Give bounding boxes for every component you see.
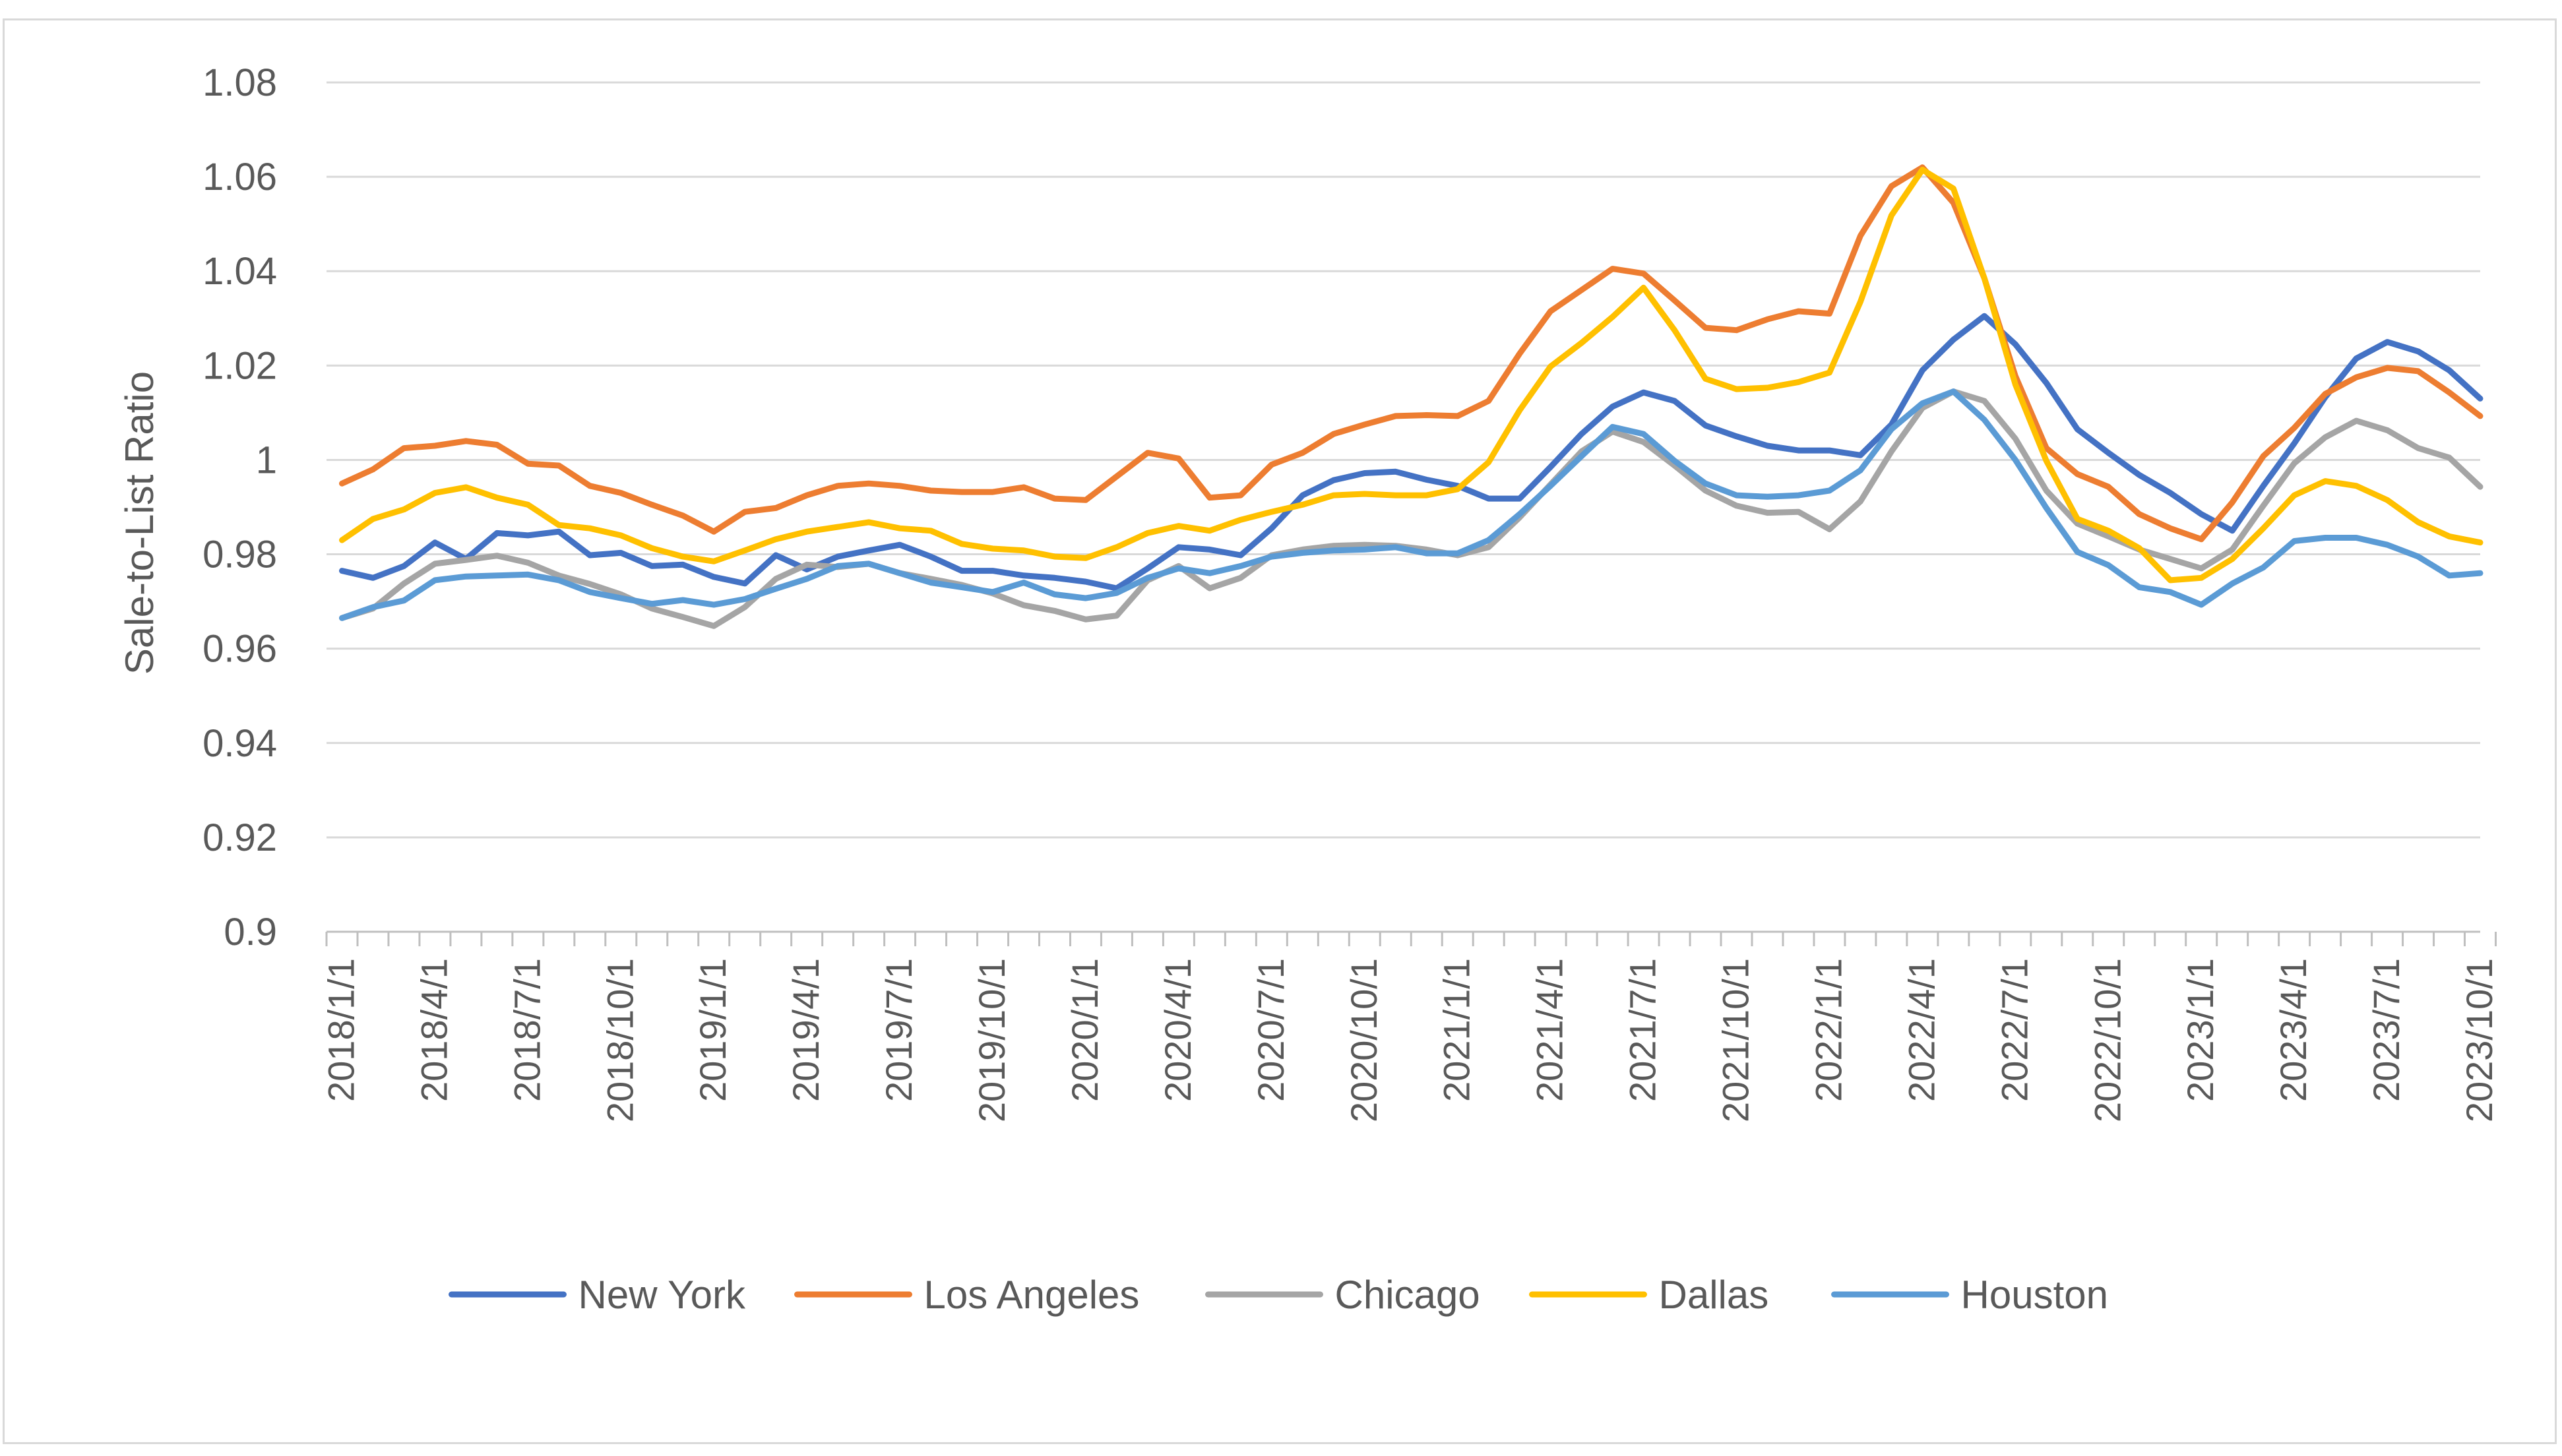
x-tick-labels: 2018/1/1 2018/4/1 2018/7/1 2018/10/1 2019/1/… (320, 958, 2500, 1122)
x-tick-label: 2022/1/1 (1807, 958, 1849, 1102)
x-tick-label: 2023/7/1 (2365, 958, 2407, 1102)
x-tick-label: 2021/1/1 (1436, 958, 1478, 1102)
x-tick-label: 2019/7/1 (878, 958, 920, 1102)
series-line-los-angeles (339, 164, 2484, 543)
y-tick-labels: 0.9 0.92 0.94 0.96 0.98 1 1.02 1.04 1.06 1.08 (203, 61, 277, 954)
x-tick-label: 2020/4/1 (1157, 958, 1199, 1102)
x-tick-label: 2021/4/1 (1529, 958, 1571, 1102)
y-tick-label: 1 (256, 439, 277, 481)
y-tick-label: 0.94 (203, 722, 277, 765)
x-tick-label: 2020/7/1 (1250, 958, 1292, 1102)
y-tick-label: 0.98 (203, 533, 277, 576)
x-tick-label: 2019/10/1 (971, 958, 1013, 1122)
y-tick-label: 1.04 (203, 250, 277, 293)
series-line-new-york (339, 313, 2484, 592)
x-tick-label: 2020/1/1 (1064, 958, 1106, 1102)
legend-label-houston: Houston (1961, 1273, 2108, 1317)
x-tick-label: 2018/7/1 (506, 958, 547, 1102)
x-tick-label: 2022/7/1 (1993, 958, 2035, 1102)
x-tick-label: 2023/1/1 (2179, 958, 2221, 1102)
legend: New York Los Angeles Chicago Dallas Houston (449, 1273, 2108, 1317)
y-axis-title: Sale-to-List Ratio (117, 371, 162, 675)
y-tick-label: 0.9 (224, 911, 277, 954)
series-line-houston (339, 388, 2484, 621)
axes (325, 930, 2497, 946)
series-line-dallas (339, 166, 2484, 584)
gridlines (327, 81, 2480, 839)
x-tick-label: 2018/10/1 (599, 958, 640, 1122)
x-tick-label: 2018/1/1 (320, 958, 361, 1102)
x-tick-label: 2023/10/1 (2458, 958, 2500, 1122)
y-tick-label: 1.02 (203, 344, 277, 387)
x-tick-label: 2018/4/1 (413, 958, 454, 1102)
y-tick-label: 0.92 (203, 816, 277, 859)
x-tick-label: 2021/7/1 (1622, 958, 1664, 1102)
legend-label-los-angeles: Los Angeles (924, 1273, 1140, 1317)
y-tick-label: 0.96 (203, 628, 277, 671)
legend-label-new-york: New York (578, 1273, 746, 1317)
y-tick-label: 1.06 (203, 156, 277, 198)
x-tick-label: 2021/10/1 (1715, 958, 1757, 1122)
x-tick-label: 2019/1/1 (692, 958, 734, 1102)
series-lines (339, 164, 2484, 629)
legend-label-dallas: Dallas (1659, 1273, 1769, 1317)
y-tick-label: 1.08 (203, 61, 277, 104)
x-tick-label: 2019/4/1 (785, 958, 827, 1102)
x-tick-label: 2020/10/1 (1343, 958, 1385, 1122)
x-tick-label: 2022/4/1 (1900, 958, 1942, 1102)
legend-label-chicago: Chicago (1335, 1273, 1480, 1317)
x-tick-label: 2023/4/1 (2272, 958, 2314, 1102)
chart-frame (3, 18, 2557, 1444)
x-tick-label: 2022/10/1 (2086, 958, 2128, 1122)
